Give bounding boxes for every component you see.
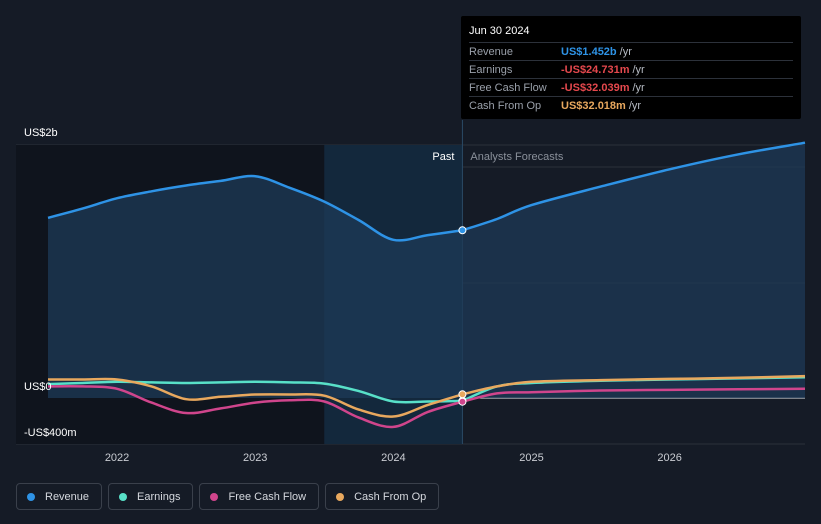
free-cash-flow-line-forecast	[462, 387, 806, 403]
legend-label: Earnings	[137, 490, 181, 503]
x-tick-label: 2024	[381, 452, 405, 464]
tooltip-row-earnings: Earnings -US$24.731m /yr	[469, 60, 793, 78]
legend-label: Revenue	[45, 490, 90, 503]
tooltip-value: -US$24.731m	[561, 63, 630, 76]
x-tick-label: 2025	[519, 452, 543, 464]
revenue-area	[48, 142, 805, 398]
x-tick-label: 2023	[243, 452, 267, 464]
y-axis-zero-label: US$0	[24, 381, 52, 393]
tooltip-row-free-cash-flow: Free Cash Flow -US$32.039m /yr	[469, 78, 793, 96]
legend-dot-icon	[336, 492, 345, 501]
tooltip-row-cash-from-op: Cash From Op US$32.018m /yr	[469, 96, 793, 114]
cash-from-op-marker	[458, 390, 467, 399]
revenue-line-past	[47, 174, 463, 242]
legend-item-revenue[interactable]: Revenue	[16, 483, 103, 510]
legend: Revenue Earnings Free Cash Flow Cash Fro…	[16, 483, 440, 510]
tooltip-label: Revenue	[469, 45, 514, 58]
earnings-line-past	[47, 380, 463, 404]
legend-dot-icon	[210, 492, 219, 501]
x-tick-label: 2026	[657, 452, 681, 464]
tooltip-label: Cash From Op	[469, 99, 542, 112]
tooltip-date: Jun 30 2024	[469, 25, 530, 37]
legend-item-earnings[interactable]: Earnings	[108, 483, 194, 510]
revenue-marker	[458, 226, 467, 235]
legend-item-cash-from-op[interactable]: Cash From Op	[325, 483, 440, 510]
legend-item-free-cash-flow[interactable]: Free Cash Flow	[199, 483, 320, 510]
tooltip-row-revenue: Revenue US$1.452b /yr	[469, 42, 793, 60]
legend-dot-icon	[27, 492, 35, 501]
cash-from-op-line-forecast	[462, 374, 806, 396]
y-axis-top-label: US$2b	[24, 127, 58, 139]
free-cash-flow-line-past	[47, 385, 463, 429]
tooltip-unit: /yr	[632, 63, 645, 76]
revenue-line-forecast	[462, 141, 806, 232]
free-cash-flow-marker	[458, 397, 467, 406]
past-label: Past	[432, 151, 454, 163]
legend-label: Free Cash Flow	[228, 490, 307, 503]
tooltip-value: US$1.452b	[561, 45, 617, 58]
tooltip-unit: /yr	[619, 45, 632, 58]
cash-from-op-line-past	[48, 377, 463, 418]
tooltip-panel: Jun 30 2024 Revenue US$1.452b /yr Earnin…	[461, 16, 801, 119]
tooltip-label: Free Cash Flow	[469, 81, 547, 94]
tooltip-value: US$32.018m	[561, 99, 626, 112]
forecast-label: Analysts Forecasts	[470, 151, 563, 163]
x-tick-label: 2022	[105, 452, 129, 464]
tooltip-unit: /yr	[628, 99, 642, 112]
tooltip-label: Earnings	[469, 63, 513, 76]
y-axis-bottom-label: -US$400m	[24, 427, 77, 439]
legend-dot-icon	[119, 492, 128, 501]
legend-label: Cash From Op	[354, 490, 427, 503]
tooltip-value: -US$32.039m	[561, 81, 630, 94]
tooltip-unit: /yr	[632, 81, 645, 94]
